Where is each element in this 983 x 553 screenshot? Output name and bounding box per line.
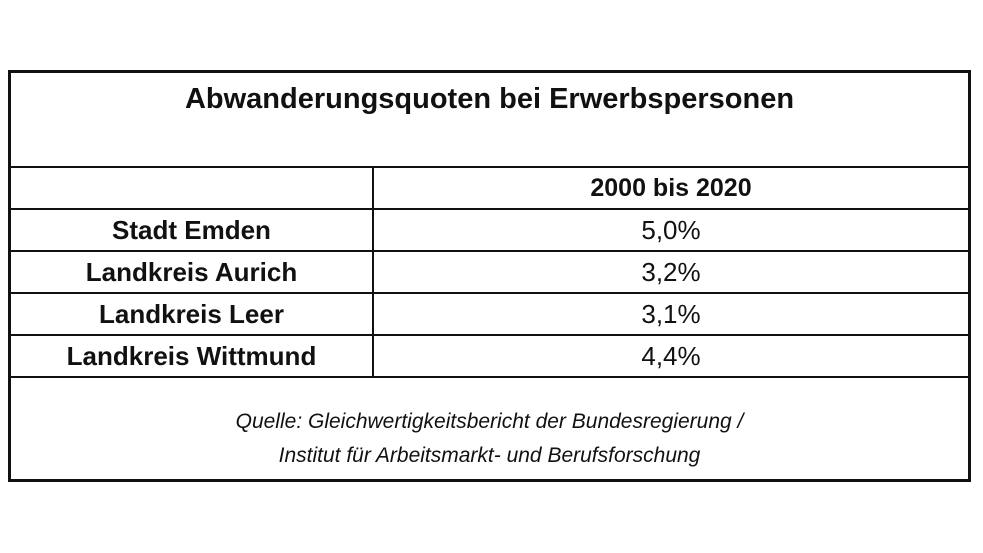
table-row: Landkreis Leer 3,1%	[11, 293, 968, 336]
source-line-1: Quelle: Gleichwertigkeitsbericht der Bun…	[235, 410, 744, 433]
data-table: 2000 bis 2020 Stadt Emden 5,0% Landkreis…	[11, 168, 968, 378]
table-frame: Abwanderungsquoten bei Erwerbspersonen 2…	[8, 70, 971, 482]
header-row: 2000 bis 2020	[11, 168, 968, 210]
table-title: Abwanderungsquoten bei Erwerbspersonen	[11, 73, 968, 168]
row-label: Landkreis Aurich	[11, 251, 374, 294]
row-value: 3,1%	[373, 293, 968, 336]
table-row: Landkreis Wittmund 4,4%	[11, 335, 968, 378]
row-label: Landkreis Leer	[11, 293, 374, 336]
source-line-2: Institut für Arbeitsmarkt- und Berufsfor…	[278, 444, 701, 467]
row-value: 5,0%	[373, 209, 968, 252]
row-label: Landkreis Wittmund	[11, 335, 374, 378]
row-value: 4,4%	[373, 335, 968, 378]
row-label: Stadt Emden	[11, 209, 374, 252]
row-value: 3,2%	[373, 251, 968, 294]
column-header: 2000 bis 2020	[373, 168, 968, 210]
table-row: Landkreis Aurich 3,2%	[11, 251, 968, 294]
table-row: Stadt Emden 5,0%	[11, 209, 968, 252]
source-note: Quelle: Gleichwertigkeitsbericht der Bun…	[11, 405, 968, 473]
header-empty-cell	[11, 168, 374, 210]
